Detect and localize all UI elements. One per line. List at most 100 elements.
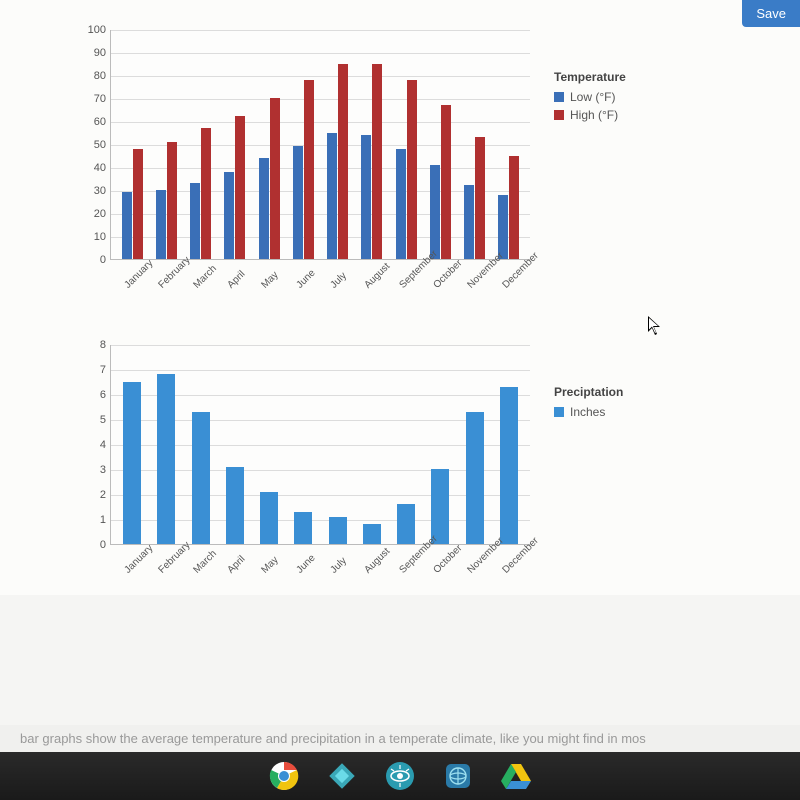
legend-item: High (°F): [554, 108, 626, 122]
y-tick-label: 90: [94, 47, 106, 59]
legend-label: High (°F): [570, 108, 618, 122]
bar-group: [423, 30, 457, 259]
bar-group: [355, 30, 389, 259]
diamond-app-icon[interactable]: [326, 760, 358, 792]
bar: [304, 80, 314, 259]
bar: [430, 165, 440, 259]
bar: [466, 412, 484, 545]
bar-group: [115, 345, 149, 544]
y-tick-label: 0: [100, 539, 106, 551]
bar: [224, 172, 234, 259]
bar: [190, 183, 200, 259]
bar: [338, 64, 348, 260]
y-tick-label: 6: [100, 389, 106, 401]
bar: [397, 504, 415, 544]
caption-text: bar graphs show the average temperature …: [0, 725, 800, 752]
precipitation-legend: Preciptation Inches: [554, 385, 623, 423]
legend-swatch: [554, 92, 564, 102]
bar-group: [492, 30, 526, 259]
bar-group: [458, 30, 492, 259]
legend-item: Inches: [554, 405, 623, 419]
bar-group: [321, 30, 355, 259]
bar: [475, 137, 485, 259]
bar: [156, 190, 166, 259]
drive-icon[interactable]: [500, 760, 532, 792]
chrome-icon[interactable]: [268, 760, 300, 792]
bar-group: [149, 345, 183, 544]
bar-group: [218, 30, 252, 259]
y-tick-label: 0: [100, 254, 106, 266]
bar: [293, 146, 303, 259]
bar-group: [252, 30, 286, 259]
y-tick-label: 70: [94, 93, 106, 105]
bar: [329, 517, 347, 545]
bar-group: [149, 30, 183, 259]
x-tick-label: June: [294, 553, 317, 576]
bar: [509, 156, 519, 260]
temperature-chart: 0102030405060708090100 JanuaryFebruaryMa…: [110, 30, 760, 310]
y-tick-label: 8: [100, 339, 106, 351]
x-tick-label: March: [191, 548, 218, 575]
taskbar: [0, 752, 800, 800]
bar: [363, 524, 381, 544]
bar: [260, 492, 278, 545]
globe-app-icon[interactable]: [442, 760, 474, 792]
precipitation-chart: 012345678 JanuaryFebruaryMarchAprilMayJu…: [110, 345, 760, 595]
x-tick-label: June: [294, 268, 317, 291]
bar-group: [458, 345, 492, 544]
bar: [235, 116, 245, 259]
bar-group: [355, 345, 389, 544]
bar: [133, 149, 143, 259]
y-tick-label: 2: [100, 489, 106, 501]
bar-group: [321, 345, 355, 544]
y-tick-label: 20: [94, 208, 106, 220]
bar-group: [389, 30, 423, 259]
bar-group: [286, 345, 320, 544]
save-button[interactable]: Save: [742, 0, 800, 27]
x-tick-label: July: [329, 555, 349, 575]
y-tick-label: 100: [88, 24, 106, 36]
x-tick-label: March: [191, 263, 218, 290]
page-content: 0102030405060708090100 JanuaryFebruaryMa…: [0, 0, 800, 595]
bar: [192, 412, 210, 545]
bar: [441, 105, 451, 259]
bar-group: [492, 345, 526, 544]
y-tick-label: 1: [100, 514, 106, 526]
y-tick-label: 4: [100, 439, 106, 451]
eye-app-icon[interactable]: [384, 760, 416, 792]
bar: [122, 192, 132, 259]
bar: [372, 64, 382, 260]
bar: [270, 98, 280, 259]
legend-title: Preciptation: [554, 385, 623, 399]
legend-label: Inches: [570, 405, 605, 419]
bar: [464, 185, 474, 259]
legend-swatch: [554, 407, 564, 417]
y-tick-label: 10: [94, 231, 106, 243]
bar-group: [184, 345, 218, 544]
y-tick-label: 60: [94, 116, 106, 128]
bar: [226, 467, 244, 545]
legend-item: Low (°F): [554, 90, 626, 104]
x-tick-label: April: [226, 269, 248, 291]
bar: [407, 80, 417, 259]
bar: [294, 512, 312, 545]
bar: [498, 195, 508, 259]
bar: [327, 133, 337, 260]
legend-title: Temperature: [554, 70, 626, 84]
legend-swatch: [554, 110, 564, 120]
x-tick-label: May: [260, 270, 281, 291]
y-tick-label: 5: [100, 414, 106, 426]
x-tick-label: May: [260, 555, 281, 576]
y-tick-label: 80: [94, 70, 106, 82]
bar-group: [252, 345, 286, 544]
bar: [167, 142, 177, 259]
bar-group: [218, 345, 252, 544]
y-tick-label: 7: [100, 364, 106, 376]
bar: [157, 374, 175, 544]
temperature-legend: Temperature Low (°F) High (°F): [554, 70, 626, 126]
legend-label: Low (°F): [570, 90, 615, 104]
x-tick-label: April: [226, 554, 248, 576]
y-tick-label: 3: [100, 464, 106, 476]
x-tick-label: July: [329, 270, 349, 290]
bar: [123, 382, 141, 545]
